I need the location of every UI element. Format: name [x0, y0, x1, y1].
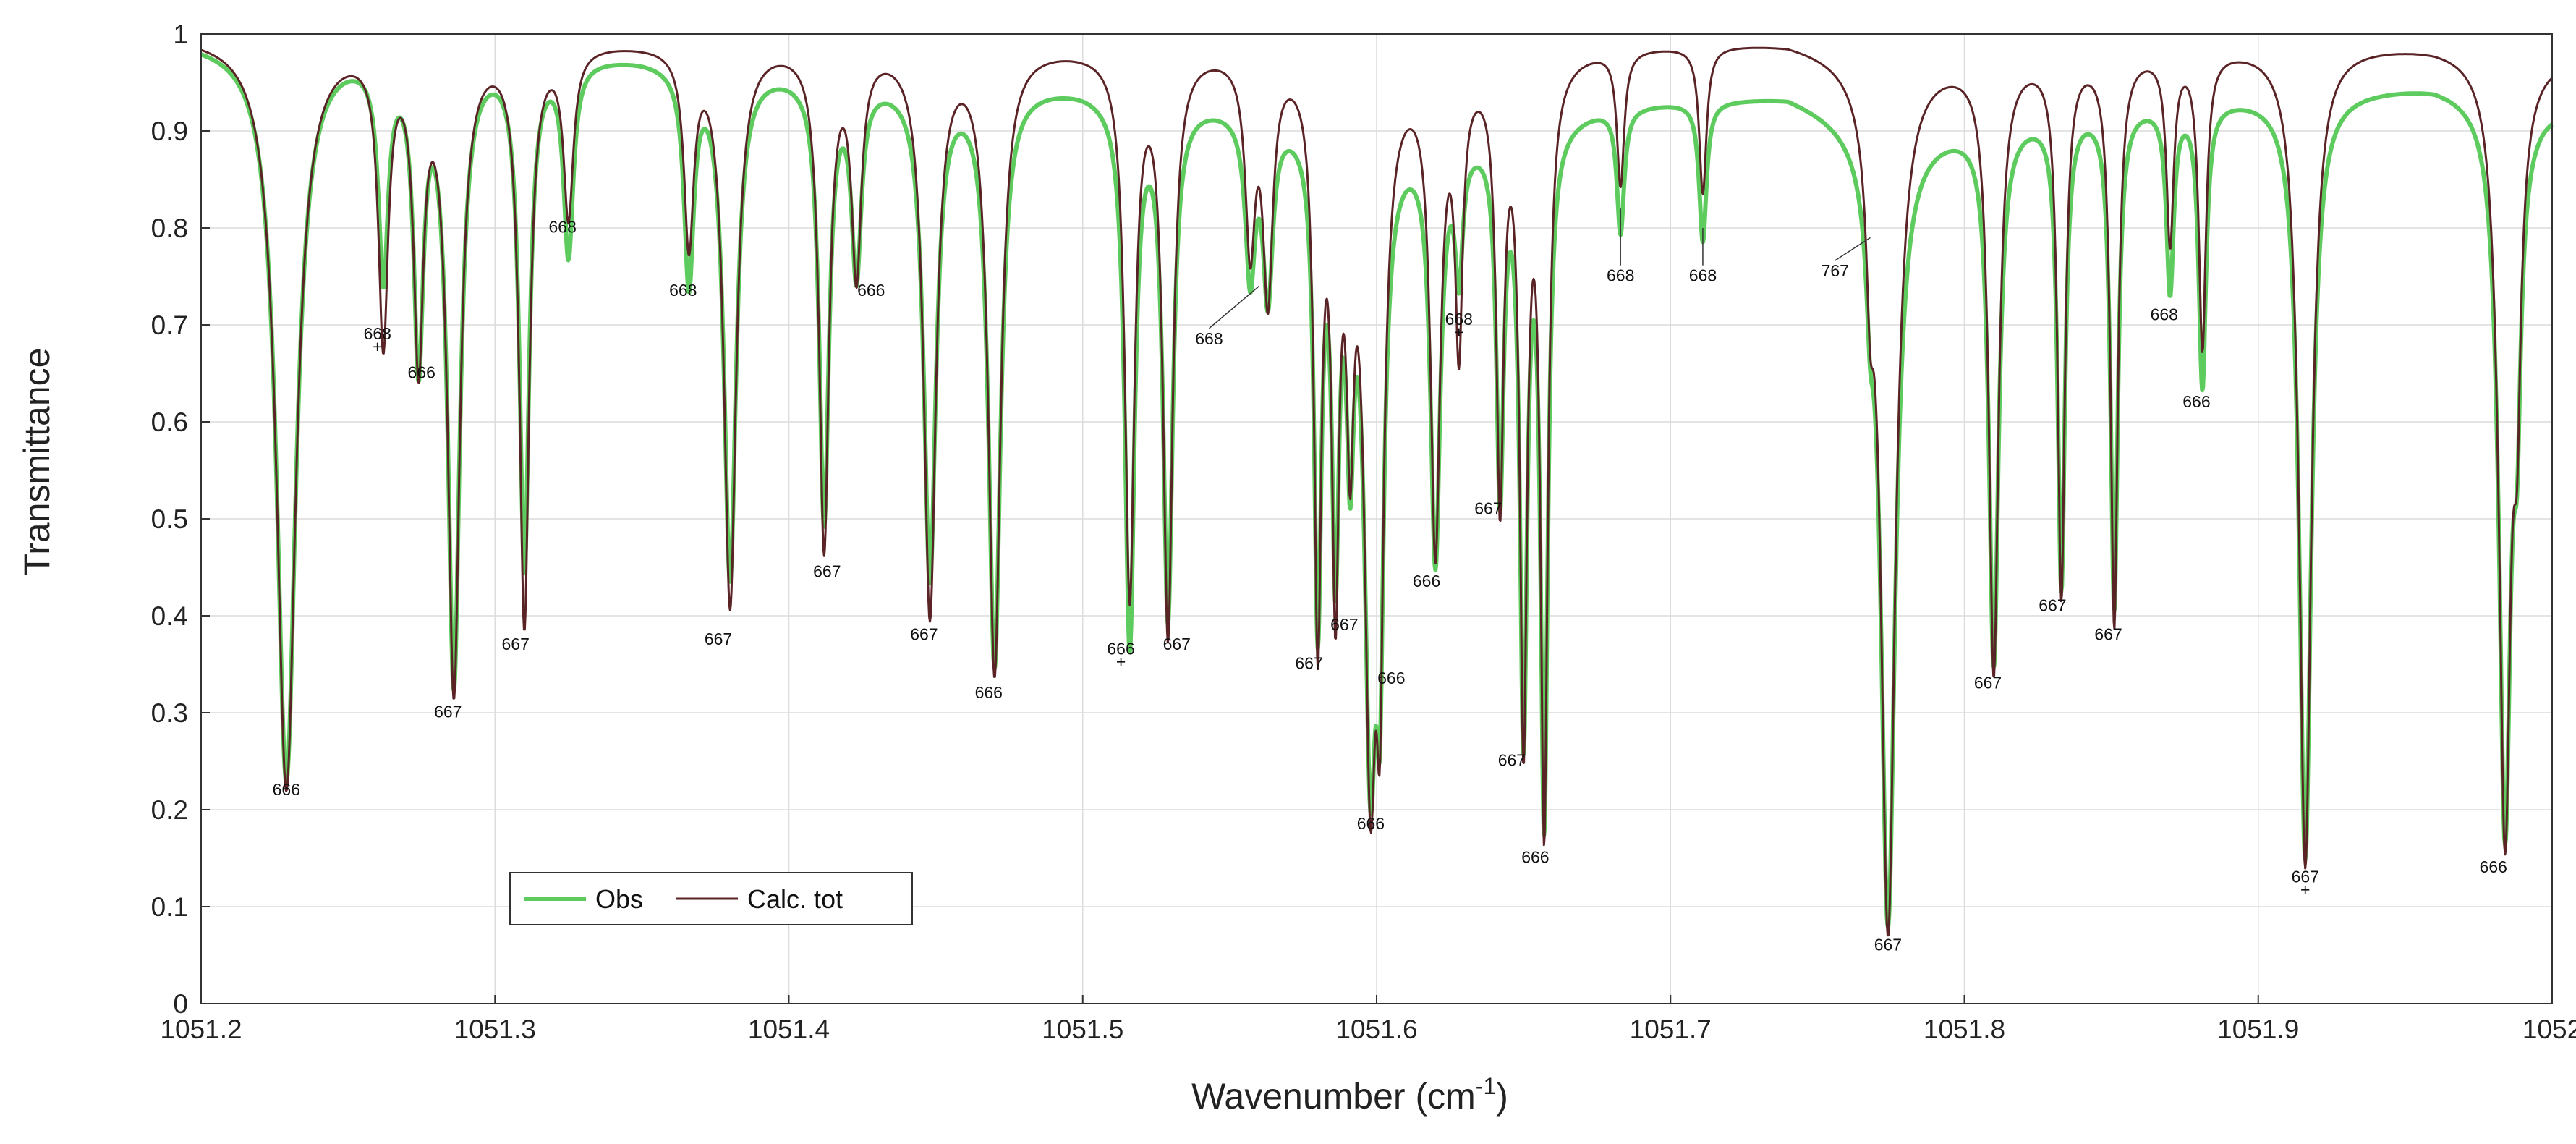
x-tick-label: 1051.7 [1630, 1014, 1712, 1044]
x-tick-label: 1051.6 [1335, 1014, 1417, 1044]
peak-label: 667 [2039, 596, 2066, 614]
series-line-obs [200, 52, 2554, 928]
peak-label: 666 [273, 780, 300, 799]
peak-label: 666 [1377, 669, 1405, 687]
annotation-leader [1835, 237, 1871, 261]
peak-label: 668 [1195, 329, 1223, 348]
peak-label: 667 [1163, 635, 1191, 653]
peak-label: 668 [1607, 266, 1634, 285]
y-tick-label: 0 [173, 989, 188, 1019]
peak-annotations: 666668+666667667668668667667666667666666… [273, 208, 2507, 954]
x-tick-label: 1051.8 [1924, 1014, 2005, 1044]
y-tick-label: 0.4 [151, 601, 188, 631]
peak-label: 767 [1822, 261, 1849, 280]
peak-marker: + [1454, 323, 1463, 342]
x-axis-label-close: ) [1496, 1076, 1508, 1117]
y-tick-label: 1 [173, 20, 188, 49]
peak-marker: + [2300, 881, 2310, 899]
x-tick-label: 1052 [2522, 1014, 2576, 1044]
peak-label: 666 [1107, 640, 1134, 658]
axis-ticks: 1051.2 1051.3 1051.4 1051.5 1051.6 1051.7 1051… [151, 20, 2576, 1044]
y-tick-label: 0.6 [151, 407, 188, 437]
peak-label: 666 [2182, 392, 2210, 411]
y-axis-label: Transmittance [17, 348, 57, 576]
peak-label: 668 [1445, 310, 1473, 329]
x-axis-label-exponent: -1 [1476, 1073, 1496, 1099]
y-tick-label: 0.1 [151, 892, 188, 922]
y-tick-label: 0.3 [151, 698, 188, 728]
peak-label: 666 [2480, 857, 2507, 876]
y-tick-label: 0.5 [151, 504, 188, 534]
peak-label: 666 [1357, 814, 1385, 833]
peak-label: 667 [2292, 868, 2319, 886]
peak-label: 668 [669, 281, 697, 300]
x-axis-label-main: Wavenumber (cm [1191, 1076, 1476, 1117]
peak-marker: + [373, 337, 382, 356]
x-tick-label: 1051.9 [2217, 1014, 2299, 1044]
peak-marker: + [1116, 653, 1126, 671]
x-tick-label: 1051.4 [748, 1014, 830, 1044]
peak-label: 667 [1874, 935, 1902, 954]
peak-label: 667 [1974, 674, 2002, 692]
x-tick-label: 1051.5 [1042, 1014, 1123, 1044]
peak-label: 668 [364, 324, 391, 343]
annotation-leader [1208, 285, 1259, 329]
peak-label: 667 [910, 625, 938, 644]
peak-label: 666 [975, 683, 1003, 702]
peak-label: 667 [1474, 499, 1502, 517]
peak-label: 667 [813, 562, 841, 580]
peak-label: 666 [1521, 848, 1549, 867]
peak-label: 668 [1689, 266, 1717, 285]
peak-label: 666 [408, 363, 435, 382]
y-tick-label: 0.7 [151, 310, 188, 340]
legend-obs-label: Obs [595, 884, 643, 914]
legend-calc-label: Calc. tot [747, 884, 843, 914]
peak-label: 667 [502, 635, 530, 653]
series-line-calc [200, 46, 2554, 937]
y-tick-label: 0.2 [151, 795, 188, 825]
y-tick-label: 0.9 [151, 116, 188, 146]
peak-label: 667 [1330, 615, 1358, 634]
peak-label: 667 [434, 703, 462, 721]
x-axis-label: Wavenumber (cm-1) [1191, 1073, 1508, 1117]
peak-label: 666 [1413, 572, 1440, 590]
peak-label: 667 [1295, 654, 1322, 673]
y-tick-label: 0.8 [151, 213, 188, 243]
peak-label: 667 [1498, 751, 1526, 770]
peak-label: 668 [549, 218, 577, 237]
peak-label: 666 [857, 281, 885, 300]
peak-label: 668 [2151, 305, 2178, 323]
x-tick-label: 1051.2 [160, 1014, 242, 1044]
x-tick-label: 1051.3 [454, 1014, 536, 1044]
legend: Obs Calc. tot [509, 872, 913, 925]
peak-label: 667 [705, 630, 732, 648]
series-layer [200, 46, 2554, 937]
peak-label: 667 [2094, 625, 2122, 644]
